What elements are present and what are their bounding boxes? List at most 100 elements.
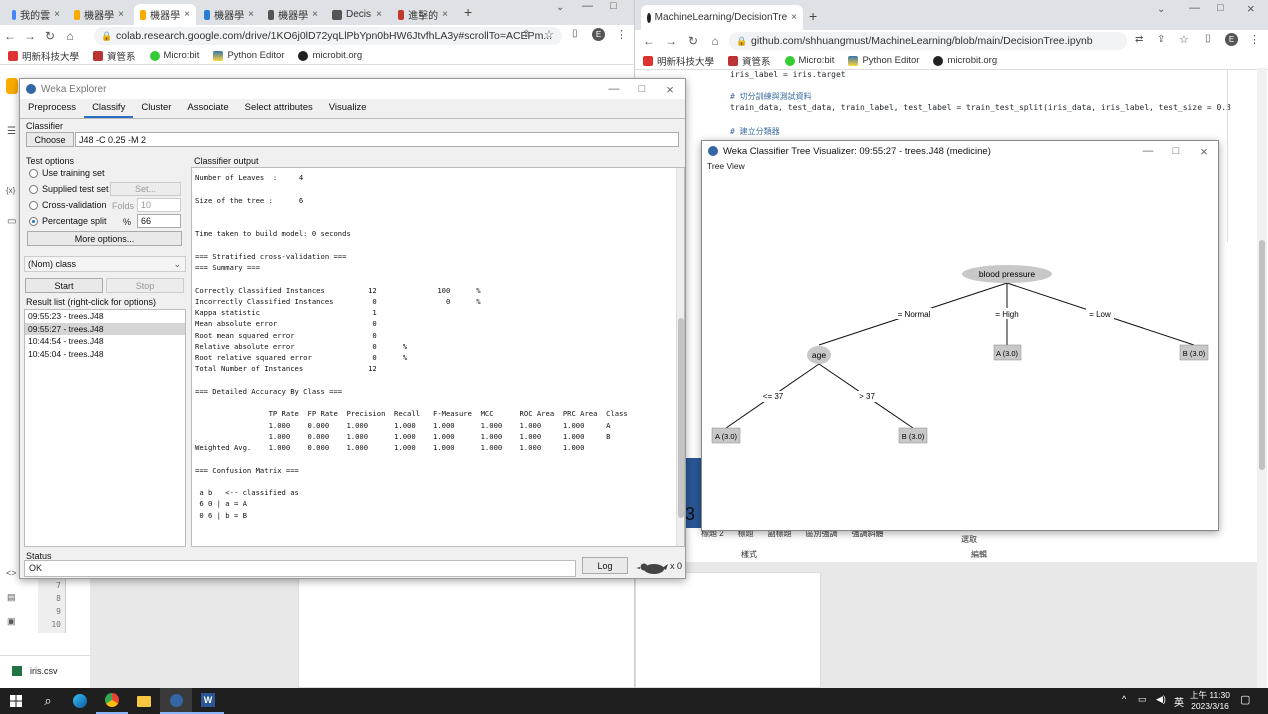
- back-icon[interactable]: ←: [4, 29, 16, 43]
- file-item[interactable]: iris.csv: [0, 655, 90, 685]
- share-icon[interactable]: ⇪: [1157, 34, 1166, 45]
- browser-tab[interactable]: 機器學 ×: [262, 4, 324, 25]
- use-training-set-radio[interactable]: Use training set: [29, 168, 105, 178]
- translate-icon[interactable]: ⇄: [1135, 34, 1144, 45]
- bookmark[interactable]: 明新科技大學: [8, 49, 79, 63]
- new-tab-icon[interactable]: +: [464, 4, 473, 20]
- start-icon[interactable]: [0, 688, 32, 714]
- bookmark[interactable]: Micro:bit: [149, 50, 199, 61]
- clock[interactable]: 上午 11:30 2023/3/16: [1190, 690, 1231, 711]
- page-scrollbar[interactable]: [1257, 68, 1267, 688]
- node-blood-pressure[interactable]: [962, 265, 1052, 283]
- close-tab-icon[interactable]: ×: [376, 9, 382, 20]
- list-item[interactable]: 10:44:54 - trees.J48: [28, 336, 104, 346]
- browser-tab[interactable]: 機器學 ×: [198, 4, 260, 25]
- forward-icon[interactable]: →: [665, 34, 677, 48]
- browser-tab[interactable]: 機器學 ×: [68, 4, 130, 25]
- new-tab-icon[interactable]: +: [809, 8, 818, 24]
- bookmark[interactable]: microbit.org: [298, 50, 362, 61]
- chrome-icon[interactable]: [96, 688, 128, 714]
- browser-tab[interactable]: Decis ×: [326, 4, 388, 25]
- sidepanel-icon[interactable]: ▯: [572, 28, 578, 39]
- close-tab-icon[interactable]: ×: [312, 9, 318, 20]
- close-tab-icon[interactable]: ×: [442, 9, 448, 20]
- list-item-selected[interactable]: 09:55:27 - trees.J48: [25, 322, 185, 335]
- log-button[interactable]: Log: [582, 557, 628, 574]
- terminal-icon[interactable]: ▣: [7, 616, 16, 626]
- forward-icon[interactable]: →: [24, 29, 36, 43]
- percentage-field[interactable]: 66: [137, 214, 181, 228]
- back-icon[interactable]: ←: [643, 34, 655, 48]
- home-icon[interactable]: ⌂: [711, 34, 719, 48]
- bookmark[interactable]: Python Editor: [213, 50, 284, 61]
- maximize-icon[interactable]: □: [638, 83, 646, 95]
- word-icon[interactable]: W: [192, 688, 224, 714]
- select-button[interactable]: 選取: [961, 535, 977, 544]
- minimize-icon[interactable]: —: [1189, 2, 1200, 14]
- tab-search-icon[interactable]: ⌄: [1157, 4, 1166, 15]
- word-page[interactable]: [635, 572, 821, 688]
- bookmark[interactable]: Micro:bit: [784, 55, 834, 66]
- list-item[interactable]: 09:55:23 - trees.J48: [28, 311, 104, 321]
- file-explorer-icon[interactable]: [128, 688, 160, 714]
- folds-field[interactable]: 10: [137, 198, 181, 212]
- home-icon[interactable]: ⌂: [66, 29, 74, 43]
- weka-taskbar-icon[interactable]: [160, 688, 192, 714]
- edge-icon[interactable]: [64, 688, 96, 714]
- leaf-gt37[interactable]: [898, 427, 928, 444]
- close-window-icon[interactable]: ×: [1247, 1, 1255, 16]
- maximize-icon[interactable]: □: [1217, 2, 1224, 14]
- more-options-button[interactable]: More options...: [27, 231, 182, 246]
- choose-button[interactable]: Choose: [26, 132, 74, 147]
- minimize-icon[interactable]: —: [582, 0, 593, 12]
- leaf-le37[interactable]: [711, 427, 741, 444]
- avatar[interactable]: E: [592, 28, 605, 41]
- classifier-output[interactable]: Number of Leaves : 4 Size of the tree : …: [191, 167, 685, 547]
- minimize-icon[interactable]: —: [608, 83, 620, 95]
- browser-tab[interactable]: 進擊的 ×: [392, 4, 454, 25]
- cross-validation-radio[interactable]: Cross-validation: [29, 200, 107, 210]
- tab-preprocess[interactable]: Preprocess: [28, 102, 77, 113]
- tab-select-attributes[interactable]: Select attributes: [244, 102, 313, 113]
- close-tab-icon[interactable]: ×: [54, 9, 60, 20]
- bookmark[interactable]: 資管系: [728, 54, 771, 68]
- command-icon[interactable]: ▤: [7, 592, 16, 602]
- tab-visualize[interactable]: Visualize: [328, 102, 367, 113]
- maximize-icon[interactable]: □: [1172, 145, 1180, 157]
- reload-icon[interactable]: ↻: [687, 34, 699, 48]
- close-tab-icon[interactable]: ×: [118, 9, 124, 20]
- supplied-test-set-radio[interactable]: Supplied test set: [29, 184, 109, 194]
- close-icon[interactable]: ×: [666, 81, 674, 97]
- tab-classify[interactable]: Classify: [84, 99, 134, 118]
- toc-icon[interactable]: ☰: [7, 126, 16, 137]
- node-age[interactable]: [807, 346, 831, 364]
- close-tab-icon[interactable]: ×: [248, 9, 254, 20]
- bookmark[interactable]: Python Editor: [848, 55, 919, 66]
- leaf-high[interactable]: [993, 344, 1022, 361]
- star-icon[interactable]: ☆: [1179, 34, 1189, 46]
- close-tab-icon[interactable]: ×: [184, 9, 190, 20]
- notification-icon[interactable]: ▢: [1240, 694, 1251, 706]
- tab-cluster[interactable]: Cluster: [141, 102, 172, 113]
- minimize-icon[interactable]: —: [1142, 145, 1154, 157]
- browser-tab-active[interactable]: MachineLearning/DecisionTre ×: [641, 5, 803, 30]
- tray-chevron-icon[interactable]: ^: [1122, 694, 1127, 704]
- bookmark[interactable]: microbit.org: [933, 55, 997, 66]
- close-icon[interactable]: ×: [1200, 143, 1208, 159]
- start-button[interactable]: Start: [25, 278, 103, 293]
- bookmark[interactable]: 資管系: [93, 49, 136, 63]
- files-icon[interactable]: ▭: [7, 216, 17, 227]
- class-select[interactable]: (Nom) class ⌄: [24, 256, 186, 272]
- tab-search-icon[interactable]: ⌄: [556, 2, 565, 13]
- stop-button[interactable]: Stop: [106, 278, 184, 293]
- sidepanel-icon[interactable]: ▯: [1205, 33, 1211, 44]
- volume-icon[interactable]: ◀): [1156, 694, 1166, 704]
- url-bar[interactable]: 🔒 colab.research.google.com/drive/1KO6j0…: [94, 27, 562, 45]
- variables-icon[interactable]: {x}: [6, 186, 16, 195]
- maximize-icon[interactable]: □: [610, 0, 617, 12]
- scrollbar-thumb[interactable]: [678, 318, 684, 518]
- output-scrollbar[interactable]: [676, 168, 684, 546]
- bookmark[interactable]: 明新科技大學: [643, 54, 714, 68]
- star-icon[interactable]: ☆: [544, 29, 554, 41]
- avatar[interactable]: E: [1225, 33, 1238, 46]
